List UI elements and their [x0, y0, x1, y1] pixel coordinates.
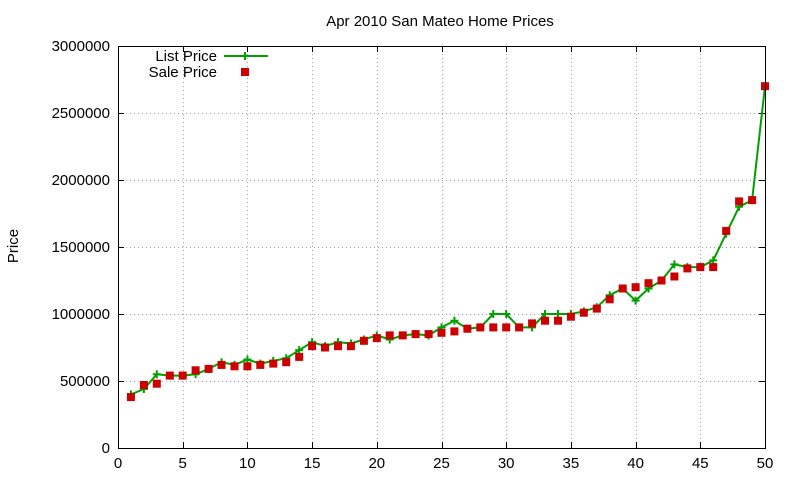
sale-price-point [592, 304, 601, 313]
x-tick-label: 15 [304, 455, 321, 472]
list-price-point [295, 346, 304, 355]
sale-price-point [385, 331, 394, 340]
sale-price-point [295, 352, 304, 361]
sale-price-point [411, 330, 420, 339]
x-tick-label: 20 [368, 455, 385, 472]
legend-marker-list-price [241, 52, 249, 60]
sale-price-point [502, 323, 511, 332]
sale-price-point [269, 359, 278, 368]
sale-price-point [424, 330, 433, 339]
y-axis-label: Price [5, 229, 22, 263]
sale-price-point [515, 323, 524, 332]
sale-price-point [463, 324, 472, 333]
x-tick-label: 5 [179, 455, 187, 472]
chart-title: Apr 2010 San Mateo Home Prices [326, 13, 554, 30]
sale-price-point [657, 276, 666, 285]
sale-price-point [579, 308, 588, 317]
sale-price-point [282, 358, 291, 367]
sale-price-point [372, 334, 381, 343]
sale-price-point [618, 284, 627, 293]
axis-ticks: 0 5 10 15 20 25 30 35 40 45 50 0 500000 1000000 150000… [52, 38, 774, 472]
sale-price-point [528, 319, 537, 328]
x-tick-label: 45 [692, 455, 709, 472]
sale-price-point [683, 264, 692, 273]
sale-price-point [489, 323, 498, 332]
legend: List Price Sale Price [149, 48, 268, 81]
sale-price-point [256, 360, 265, 369]
x-tick-label: 30 [498, 455, 515, 472]
list-price-line [130, 86, 766, 396]
x-tick-label: 40 [627, 455, 644, 472]
sale-price-point [178, 371, 187, 380]
sale-price-point [450, 327, 459, 336]
list-price-point [553, 310, 562, 318]
sale-price-point [165, 371, 174, 380]
list-price-point [450, 316, 459, 325]
sale-price-point [152, 379, 161, 388]
list-price-point [152, 370, 161, 379]
sale-price-point [321, 343, 329, 352]
sale-price-point [243, 362, 252, 371]
sale-price-point [334, 342, 342, 351]
x-tick-label: 35 [563, 455, 580, 472]
list-price-point [541, 310, 550, 318]
y-tick-label: 0 [102, 440, 110, 457]
sale-price-point [398, 331, 407, 340]
legend-marker-sale-price [241, 68, 249, 76]
sale-price-point [748, 196, 757, 205]
list-price-point [489, 310, 498, 318]
plot-border [118, 46, 766, 449]
sale-price-point [308, 342, 317, 351]
sale-price-point [696, 263, 705, 272]
sale-price-point [566, 312, 575, 321]
sale-price-point [359, 336, 368, 345]
x-tick-label: 50 [757, 455, 774, 472]
y-tick-label: 3000000 [52, 38, 110, 55]
sale-price-point [709, 263, 718, 272]
series-layer [126, 82, 769, 402]
legend-label-sale-price: Sale Price [149, 64, 217, 81]
sale-price-point [605, 295, 614, 304]
grid [118, 46, 765, 448]
list-price-point [670, 260, 679, 269]
sale-price-point [670, 272, 679, 281]
list-price-point [502, 310, 511, 318]
sale-price-point [735, 197, 744, 206]
y-tick-label: 1000000 [52, 306, 110, 323]
sale-price-point [541, 316, 549, 325]
sale-price-point [644, 279, 653, 288]
list-price-point [631, 296, 640, 305]
sale-price-point [230, 362, 239, 371]
sale-price-point [476, 323, 485, 332]
sale-price-point [204, 364, 213, 373]
list-price-point [709, 256, 718, 265]
sale-price-point [346, 342, 355, 351]
list-price-point [243, 355, 252, 364]
x-tick-label: 0 [114, 455, 122, 472]
y-tick-label: 2500000 [52, 105, 110, 122]
x-tick-label: 10 [239, 455, 256, 472]
y-tick-label: 2000000 [52, 172, 110, 189]
sale-price-point [191, 366, 200, 375]
sale-price-point [217, 360, 226, 369]
sale-price-point [722, 226, 731, 235]
sale-price-point [437, 328, 446, 337]
x-tick-label: 25 [433, 455, 450, 472]
sale-price-point [139, 381, 148, 389]
y-tick-label: 500000 [60, 373, 110, 390]
sale-price-point [554, 316, 562, 325]
sale-price-point [631, 283, 640, 292]
y-tick-label: 1500000 [52, 239, 110, 256]
sale-price-point [126, 393, 135, 402]
legend-label-list-price: List Price [155, 48, 217, 65]
